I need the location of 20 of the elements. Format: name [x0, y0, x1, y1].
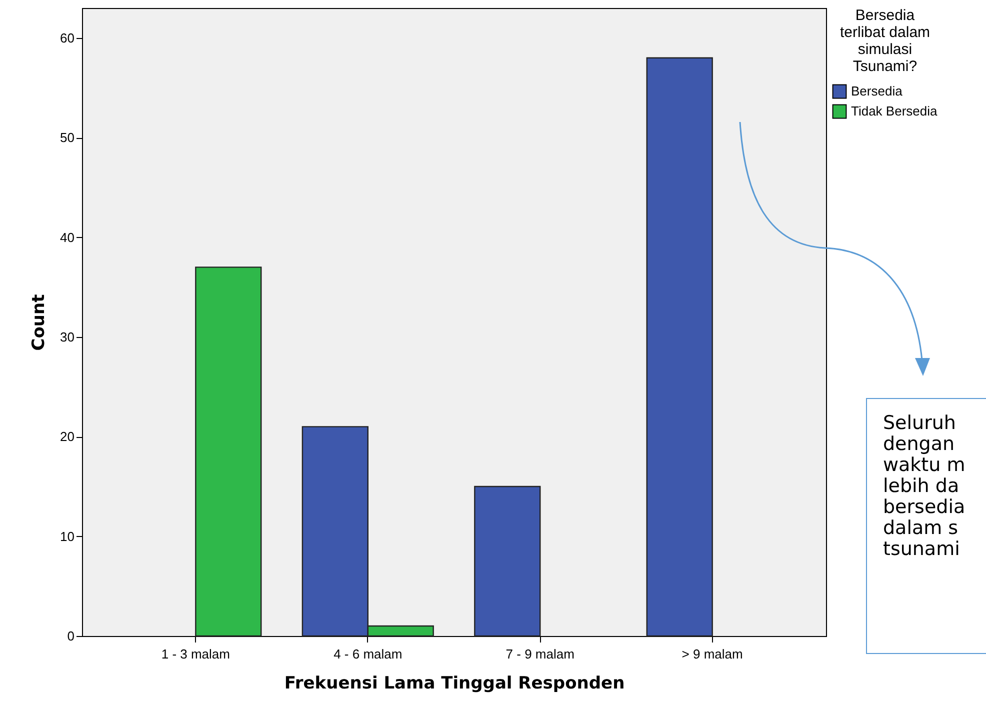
legend-label: Bersedia [851, 84, 904, 98]
y-tick-label: 60 [60, 30, 74, 46]
x-tick-label: 1 - 3 malam [161, 646, 230, 662]
legend-title: Bersedia terlibat dalam simulasi Tsunami? [840, 7, 930, 75]
bar [646, 57, 713, 637]
y-tick-label: 20 [60, 429, 74, 444]
x-tick-label: 7 - 9 malam [506, 646, 574, 662]
x-axis-title: Frekuensi Lama Tinggal Responden [284, 674, 625, 694]
y-tick-label: 50 [60, 130, 74, 146]
y-tick-label: 40 [60, 230, 74, 245]
y-tick-label: 10 [60, 528, 74, 544]
legend-label: Tidak Bersedia [851, 104, 938, 118]
y-tick-label: 0 [67, 628, 74, 644]
x-tick-label: 4 - 6 malam [334, 646, 402, 662]
bar [474, 486, 541, 637]
bar [195, 266, 262, 637]
text: Seluruh dengan waktu m lebih da bersedia dalam s tsunami [866, 398, 986, 654]
x-tick-label: > 9 malam [682, 646, 743, 662]
y-tick-label: 30 [60, 329, 74, 344]
y-axis-title: Count [29, 294, 50, 351]
